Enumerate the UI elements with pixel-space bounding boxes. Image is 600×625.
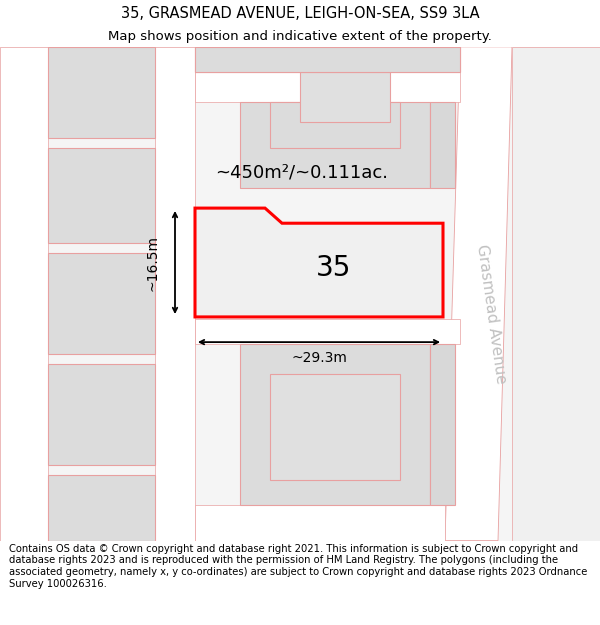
Polygon shape xyxy=(195,319,460,344)
Polygon shape xyxy=(195,208,443,317)
Polygon shape xyxy=(155,47,195,541)
Polygon shape xyxy=(300,72,390,122)
Polygon shape xyxy=(0,47,48,541)
Polygon shape xyxy=(48,364,155,465)
Polygon shape xyxy=(48,47,155,138)
Polygon shape xyxy=(195,47,460,72)
Text: ~450m²/~0.111ac.: ~450m²/~0.111ac. xyxy=(215,164,388,182)
Polygon shape xyxy=(270,374,400,480)
Polygon shape xyxy=(512,47,600,541)
Polygon shape xyxy=(48,475,155,541)
Polygon shape xyxy=(512,47,600,541)
Text: Contains OS data © Crown copyright and database right 2021. This information is : Contains OS data © Crown copyright and d… xyxy=(9,544,587,589)
Text: ~16.5m: ~16.5m xyxy=(146,234,160,291)
Polygon shape xyxy=(445,47,512,541)
Text: Grasmead Avenue: Grasmead Avenue xyxy=(474,243,508,384)
Polygon shape xyxy=(240,102,430,188)
Text: ~29.3m: ~29.3m xyxy=(291,351,347,365)
Polygon shape xyxy=(430,344,455,506)
Polygon shape xyxy=(48,148,155,243)
Polygon shape xyxy=(430,102,455,188)
Text: 35, GRASMEAD AVENUE, LEIGH-ON-SEA, SS9 3LA: 35, GRASMEAD AVENUE, LEIGH-ON-SEA, SS9 3… xyxy=(121,6,479,21)
Polygon shape xyxy=(195,47,460,72)
Polygon shape xyxy=(48,254,155,354)
Text: 35: 35 xyxy=(316,254,352,281)
Polygon shape xyxy=(240,344,430,506)
Polygon shape xyxy=(195,72,460,102)
Text: Map shows position and indicative extent of the property.: Map shows position and indicative extent… xyxy=(108,30,492,43)
Polygon shape xyxy=(195,506,445,541)
Polygon shape xyxy=(0,47,600,541)
Polygon shape xyxy=(270,102,400,148)
